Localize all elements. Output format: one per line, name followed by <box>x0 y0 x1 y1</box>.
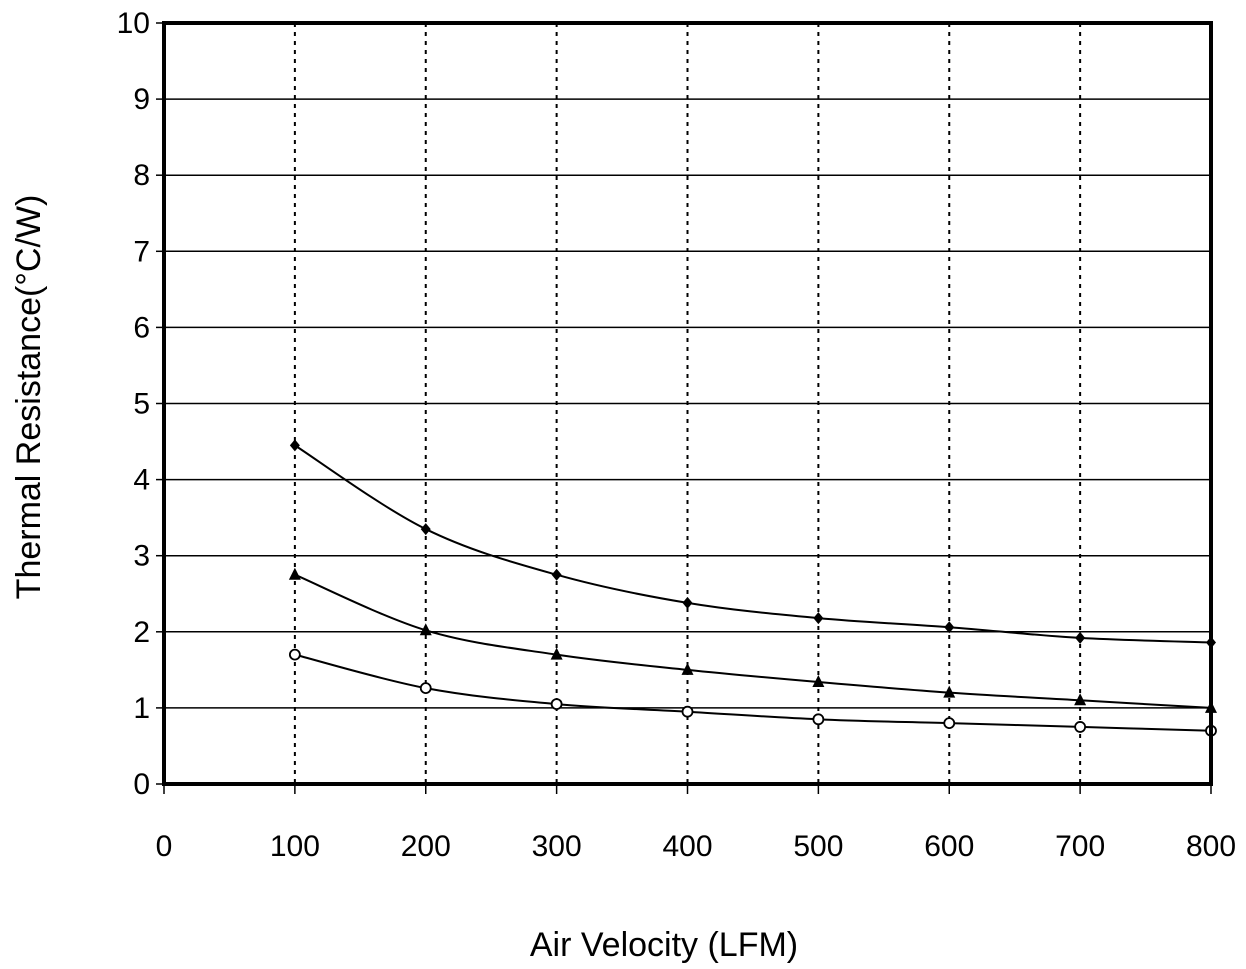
y-tick-label-4: 4 <box>133 464 150 497</box>
x-tick-label-400: 400 <box>662 830 712 863</box>
series-1-point-600 <box>944 621 955 634</box>
series-1-point-200 <box>420 523 431 536</box>
y-axis-tick-labels: 0 1 2 3 4 5 6 7 8 9 10 <box>117 7 150 801</box>
x-tick-label-600: 600 <box>924 830 974 863</box>
series-3-line <box>294 653 1212 732</box>
x-tick-label-100: 100 <box>270 830 320 863</box>
x-tick-label-800: 800 <box>1186 830 1236 863</box>
series-2-point-300 <box>550 647 563 660</box>
y-tick-label-3: 3 <box>133 540 150 573</box>
x-tick-label-300: 300 <box>532 830 582 863</box>
series-1-point-300 <box>551 568 562 581</box>
series-2-point-100 <box>288 567 301 580</box>
series-3-point-700 <box>1074 721 1087 733</box>
y-axis-title: Thermal Resistance(°C/W) <box>10 195 48 600</box>
x-tick-label-700: 700 <box>1055 830 1105 863</box>
series-3-point-200 <box>419 682 432 695</box>
x-axis-title: Air Velocity (LFM) <box>530 926 798 964</box>
y-tick-label-6: 6 <box>133 311 150 344</box>
series-2-point-200 <box>419 623 432 636</box>
series-1-point-100 <box>289 439 300 452</box>
series-3-point-600 <box>943 717 956 730</box>
y-tick-label-8: 8 <box>133 159 150 192</box>
series-lines <box>294 444 1212 732</box>
series-1-point-500 <box>813 612 824 625</box>
x-tick-label-500: 500 <box>793 830 843 863</box>
x-tick-label-0: 0 <box>156 830 173 863</box>
x-axis-tick-labels: 0 100 200 300 400 500 600 700 800 <box>156 830 1236 863</box>
series-3-point-300 <box>550 698 563 710</box>
y-tick-label-9: 9 <box>133 83 150 116</box>
series-2-point-600 <box>943 685 956 698</box>
series-2-point-700 <box>1074 693 1087 706</box>
series-3-point-100 <box>288 648 301 661</box>
vertical-gridlines <box>293 23 1082 784</box>
y-tick-label-1: 1 <box>133 692 150 725</box>
series-1-line <box>294 444 1212 644</box>
series-2-point-400 <box>681 662 694 675</box>
series-3-point-500 <box>812 713 825 726</box>
y-tick-label-2: 2 <box>133 616 150 649</box>
series-3-point-400 <box>681 705 694 718</box>
series-2-line <box>294 573 1212 709</box>
x-tick-label-200: 200 <box>401 830 451 863</box>
series-1-point-700 <box>1075 631 1086 644</box>
series-points <box>288 439 1217 737</box>
x-axis-ticks <box>163 784 1212 794</box>
y-tick-label-7: 7 <box>133 235 150 268</box>
y-tick-label-5: 5 <box>133 388 150 421</box>
y-tick-label-10: 10 <box>117 7 150 40</box>
y-tick-label-0: 0 <box>133 768 150 801</box>
series-2-point-500 <box>812 675 825 688</box>
series-1-point-400 <box>682 596 693 609</box>
